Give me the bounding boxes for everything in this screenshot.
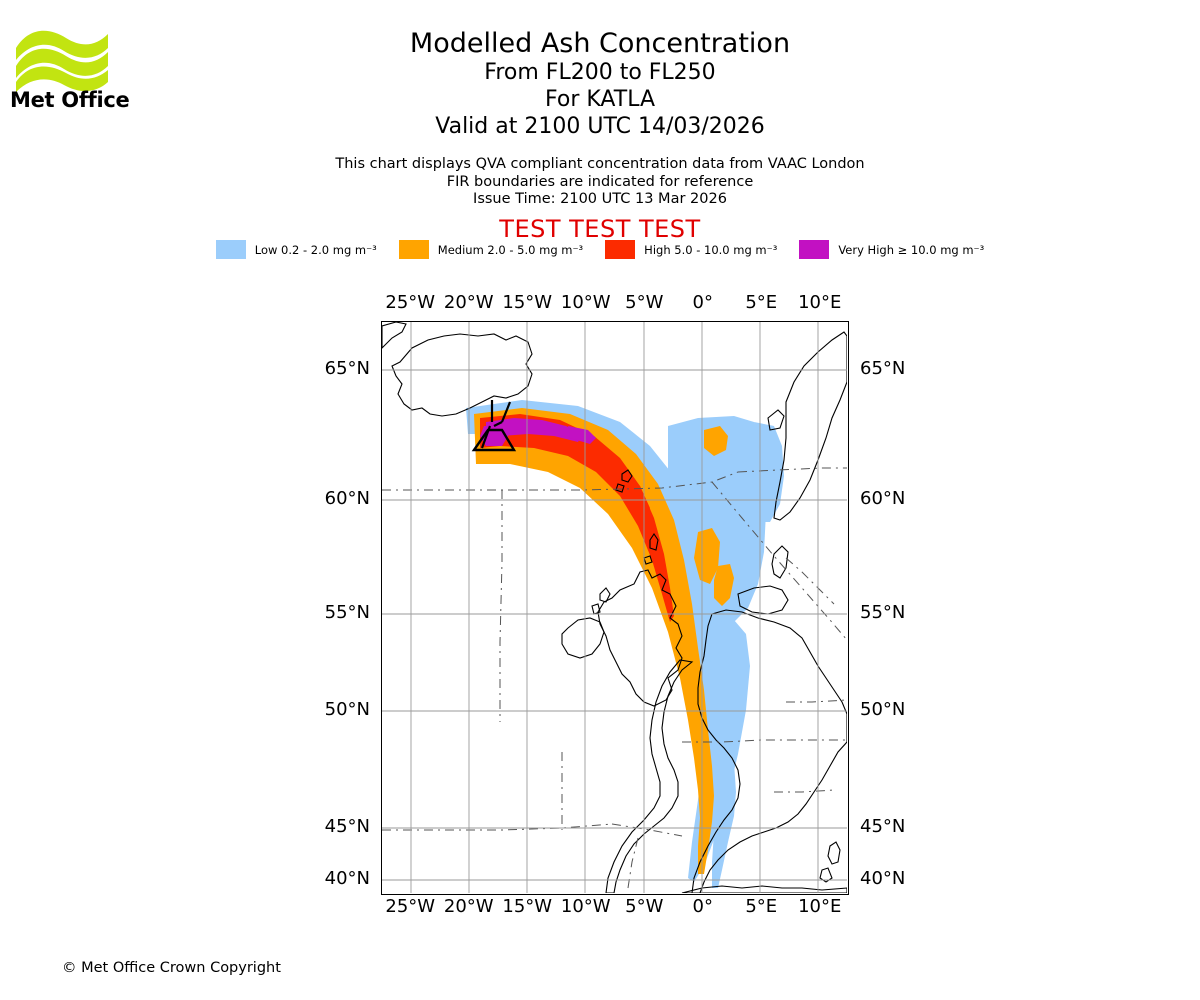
map-plot-frame [381,321,849,895]
map-graphic [382,322,847,893]
lat-tick-right-4: 45°N [860,816,906,837]
map-gridlines [382,322,847,893]
legend-item-high: High 5.0 - 10.0 mg m⁻³ [605,240,777,259]
lon-tick-top-1: 20°W [443,292,494,313]
legend-label-very-high: Very High ≥ 10.0 mg m⁻³ [838,242,985,257]
lon-tick-bottom-4: 5°W [625,896,664,917]
concentration-legend: Low 0.2 - 2.0 mg m⁻³ Medium 2.0 - 5.0 mg … [0,240,1200,259]
coastlines [382,322,847,893]
met-office-logo [10,18,115,113]
page-title: Modelled Ash Concentration [409,28,791,59]
test-banner: TEST TEST TEST [499,215,701,243]
title-valid-time: Valid at 2100 UTC 14/03/2026 [435,114,765,139]
lon-tick-bottom-2: 15°W [502,896,553,917]
legend-swatch-low [215,240,246,259]
note-issue-time: Issue Time: 2100 UTC 13 Mar 2026 [473,191,727,207]
lon-tick-bottom-7: 10°E [798,896,842,917]
ash-layer-high [480,414,674,622]
lat-tick-left-3: 50°N [324,699,370,720]
volcano-marker-katla [471,400,517,452]
met-office-logo-text: Met Office [10,88,130,112]
legend-label-low: Low 0.2 - 2.0 mg m⁻³ [254,242,377,257]
lat-tick-right-1: 60°N [860,488,906,509]
lon-tick-top-5: 0° [692,292,713,313]
lat-tick-right-0: 65°N [860,358,906,379]
lat-tick-right-2: 55°N [860,602,906,623]
lon-tick-top-6: 5°E [745,292,778,313]
lon-tick-top-3: 10°W [560,292,611,313]
lon-tick-bottom-0: 25°W [385,896,436,917]
legend-swatch-medium [398,240,429,259]
lon-tick-top-4: 5°W [625,292,664,313]
lon-tick-top-7: 10°E [798,292,842,313]
lon-tick-bottom-3: 10°W [560,896,611,917]
lat-tick-left-0: 65°N [324,358,370,379]
met-office-waves-icon [16,30,108,92]
lon-tick-bottom-6: 5°E [745,896,778,917]
fir-boundaries [382,467,847,889]
lat-tick-left-5: 40°N [324,868,370,889]
legend-label-high: High 5.0 - 10.0 mg m⁻³ [644,242,778,257]
note-fir: FIR boundaries are indicated for referen… [446,173,754,190]
chart-title-block: Modelled Ash Concentration From FL200 to… [0,28,1200,140]
map-container [381,321,849,895]
legend-item-low: Low 0.2 - 2.0 mg m⁻³ [215,240,377,259]
lat-tick-left-1: 60°N [324,488,370,509]
legend-item-medium: Medium 2.0 - 5.0 mg m⁻³ [398,240,584,259]
title-volcano: For KATLA [545,87,655,112]
chart-notes-block: This chart displays QVA compliant concen… [0,156,1200,209]
legend-label-medium: Medium 2.0 - 5.0 mg m⁻³ [437,242,584,257]
lat-tick-left-4: 45°N [324,816,370,837]
lat-tick-right-3: 50°N [860,699,906,720]
lat-tick-left-2: 55°N [324,602,370,623]
legend-item-very-high: Very High ≥ 10.0 mg m⁻³ [799,240,984,259]
lat-tick-right-5: 40°N [860,868,906,889]
lon-tick-bottom-1: 20°W [443,896,494,917]
legend-swatch-very-high [799,240,830,259]
legend-swatch-high [605,240,636,259]
copyright-notice: © Met Office Crown Copyright [62,960,281,976]
lon-tick-top-0: 25°W [385,292,436,313]
lon-tick-bottom-5: 0° [692,896,713,917]
lon-tick-top-2: 15°W [502,292,553,313]
note-qva: This chart displays QVA compliant concen… [335,156,865,172]
title-flight-levels: From FL200 to FL250 [484,60,716,85]
